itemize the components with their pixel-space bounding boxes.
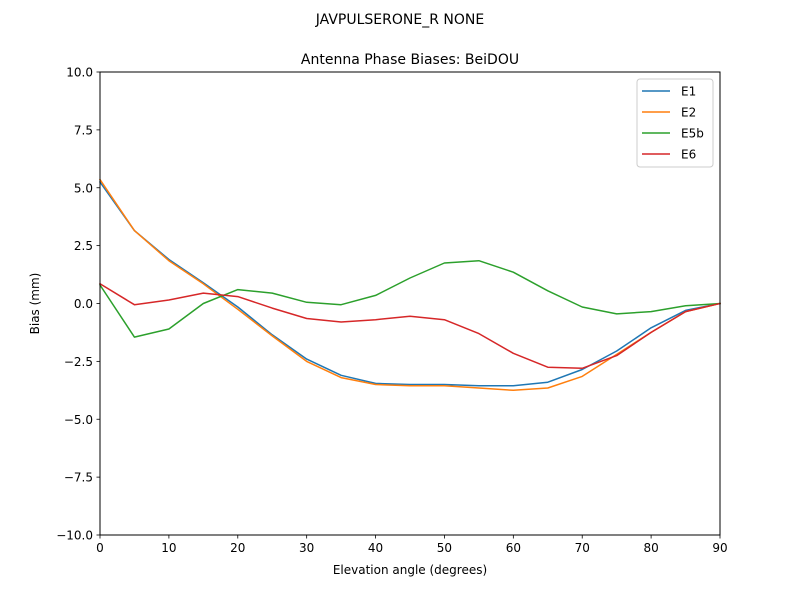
series-line-e1 bbox=[98, 180, 721, 387]
y-tick-label: −5.0 bbox=[64, 413, 93, 427]
series-line-e5b bbox=[98, 259, 721, 338]
series-layer bbox=[98, 178, 721, 392]
x-tick-label: 30 bbox=[299, 541, 314, 555]
legend-box bbox=[636, 78, 714, 168]
x-tick-label: 40 bbox=[368, 541, 383, 555]
x-tick-label: 80 bbox=[643, 541, 658, 555]
ticks-layer: 0 10 20 30 40 50 60 70 80 90 −10.0 −7.5 −5.0 −2.5 0.0 2… bbox=[56, 66, 727, 556]
legend-label-e2: E2 bbox=[681, 106, 696, 120]
x-tick-label: 0 bbox=[96, 541, 104, 555]
y-tick-label: 7.5 bbox=[74, 123, 93, 137]
series-line-e2 bbox=[98, 178, 721, 392]
x-tick-label: 90 bbox=[712, 541, 727, 555]
y-tick-label: −2.5 bbox=[64, 355, 93, 369]
y-axis-label: Bias (mm) bbox=[28, 273, 42, 335]
x-tick-label: 20 bbox=[230, 541, 245, 555]
figure-suptitle: JAVPULSERONE_R NONE bbox=[315, 12, 484, 28]
x-tick-label: 50 bbox=[437, 541, 452, 555]
legend: E1 E2 E5b E6 bbox=[636, 78, 714, 168]
y-tick-label: 5.0 bbox=[74, 181, 93, 195]
y-tick-label: 10.0 bbox=[66, 66, 93, 80]
series-line-e6 bbox=[98, 282, 721, 370]
legend-label-e1: E1 bbox=[681, 85, 696, 99]
y-tick-label: 0.0 bbox=[74, 297, 93, 311]
x-tick-label: 60 bbox=[506, 541, 521, 555]
plot-frame bbox=[99, 71, 721, 536]
x-tick-label: 70 bbox=[575, 541, 590, 555]
x-tick-label: 10 bbox=[161, 541, 176, 555]
y-tick-label: 2.5 bbox=[74, 239, 93, 253]
x-axis-label: Elevation angle (degrees) bbox=[333, 563, 487, 577]
legend-label-e5b: E5b bbox=[681, 127, 704, 141]
chart-title: Antenna Phase Biases: BeiDOU bbox=[301, 52, 519, 68]
y-tick-label: −10.0 bbox=[56, 529, 93, 543]
y-tick-label: −7.5 bbox=[64, 471, 93, 485]
legend-label-e6: E6 bbox=[681, 148, 696, 162]
